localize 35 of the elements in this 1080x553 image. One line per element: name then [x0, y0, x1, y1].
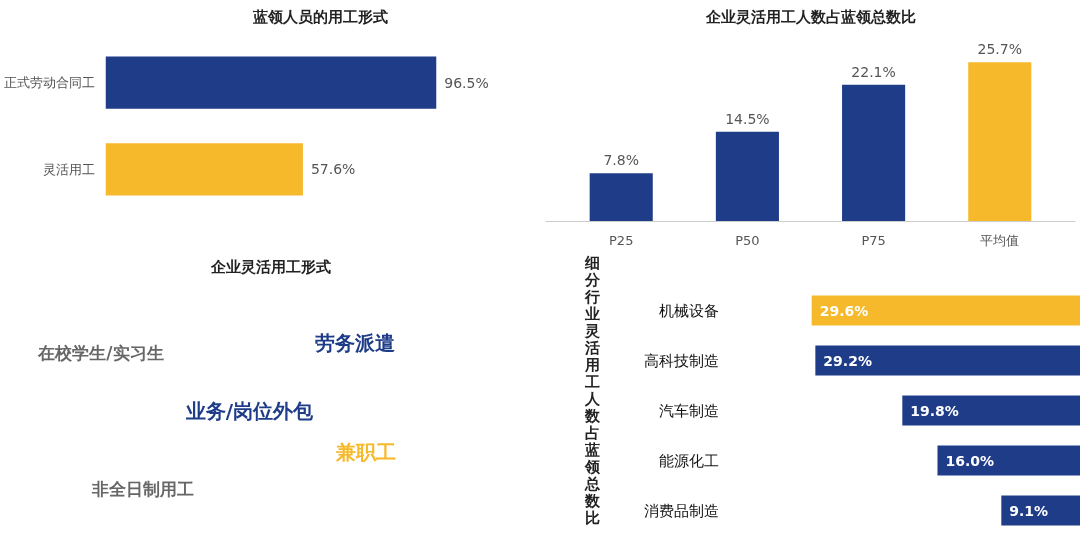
text: 兼职工: [334, 440, 396, 465]
x-tick-label: P50: [735, 232, 760, 248]
data-label: 29.2%: [823, 352, 872, 369]
data-label: 25.7%: [977, 41, 1023, 58]
x-tick-label: P25: [609, 232, 634, 248]
y-tick-label: 高科技制造: [643, 351, 719, 370]
data-label: 9.1%: [1009, 502, 1049, 519]
y-tick-label: 汽车制造: [658, 401, 719, 420]
data-label: 22.1%: [851, 63, 896, 80]
text: 劳务派遣: [315, 330, 396, 355]
x-tick-label: P75: [861, 232, 886, 248]
data-label: 29.6%: [819, 302, 869, 319]
text: 在校学生/实习生: [37, 343, 164, 364]
y-tick-label: 机械设备: [658, 301, 719, 320]
y-tick-label: 灵活用工: [42, 161, 95, 177]
data-label: 16.0%: [945, 452, 995, 469]
chart-title: 细分行业灵活用工人数占蓝领总数比: [585, 254, 600, 527]
data-label: 57.6%: [310, 161, 356, 178]
x-tick-label: 平均值: [980, 232, 1020, 248]
text: 业务/岗位外包: [184, 398, 314, 423]
bar: [968, 62, 1032, 222]
text: 企业灵活用工形式: [209, 257, 331, 276]
y-tick-label: 正式劳动合同工: [3, 75, 95, 91]
text: 非全日制用工: [91, 478, 195, 499]
bar: [842, 84, 906, 222]
y-tick-label: 消费品制造: [643, 501, 719, 520]
data-label: 96.5%: [444, 74, 489, 91]
data-label: 19.8%: [910, 402, 959, 419]
bar: [715, 131, 779, 222]
chart-title: 蓝领人员的用工形式: [252, 7, 388, 26]
chart-title: 企业灵活用工人数占蓝领总数比: [704, 7, 916, 26]
data-label: 7.8%: [603, 152, 640, 169]
y-tick-label: 能源化工: [658, 451, 719, 470]
bar: [589, 173, 653, 222]
data-label: 14.5%: [725, 110, 770, 127]
